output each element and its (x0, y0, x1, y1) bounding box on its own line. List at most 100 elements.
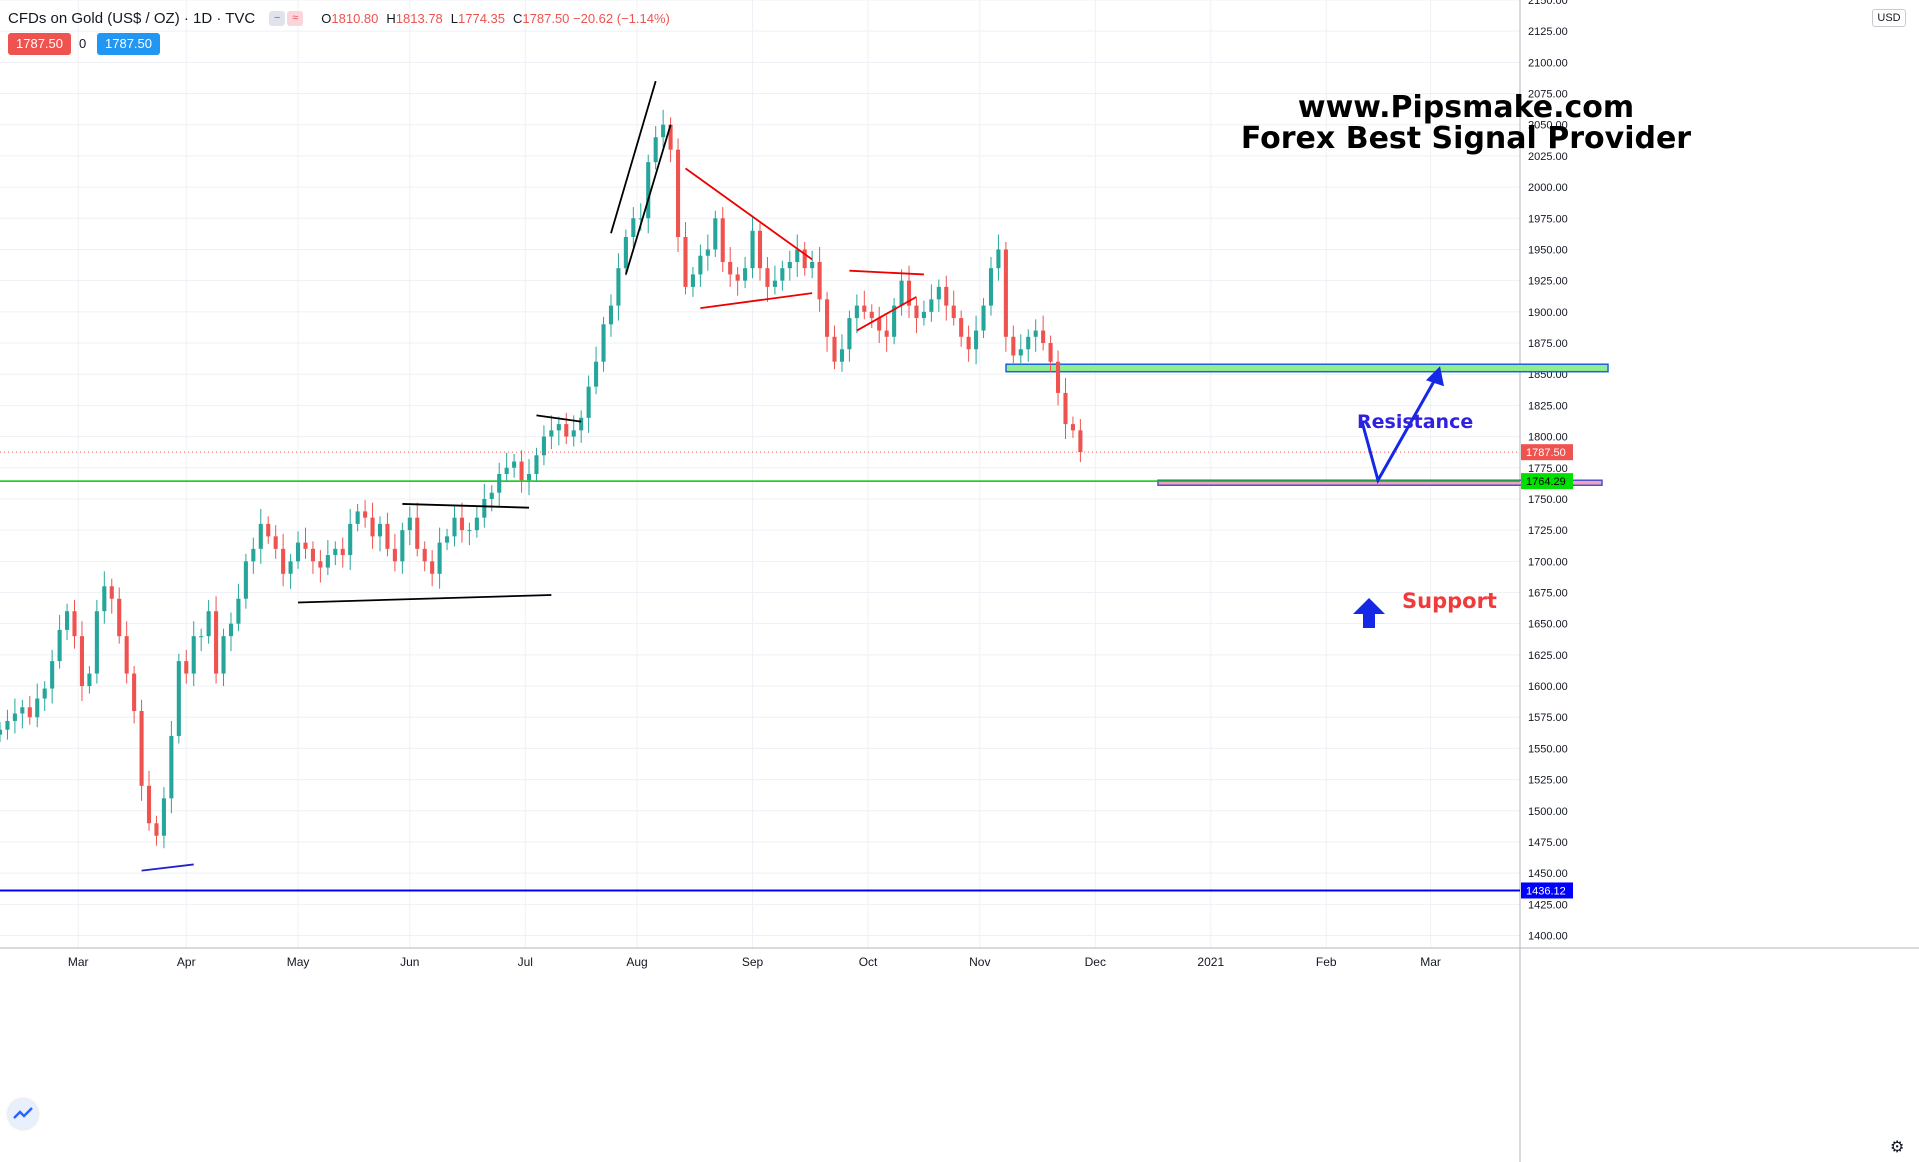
candle-body (303, 542, 308, 549)
candle-body (5, 720, 10, 730)
trendline (849, 269, 924, 276)
y-tick-label: 1975.00 (1528, 213, 1568, 225)
y-tick-label: 1400.00 (1528, 931, 1568, 943)
candle-body (683, 237, 688, 287)
candle-body (474, 517, 479, 531)
candle-body (944, 286, 949, 306)
candle-body (392, 548, 397, 562)
y-tick-label: 2125.00 (1528, 26, 1568, 38)
candle-body (0, 729, 3, 735)
spread-value: 0 (79, 36, 87, 51)
candle-body (266, 523, 271, 537)
candle-body (117, 598, 122, 637)
candle-body (35, 698, 40, 718)
candle-body (1041, 330, 1046, 344)
candle-body (482, 498, 487, 518)
y-tick-label: 2050.00 (1528, 120, 1568, 132)
candle-body (616, 268, 621, 306)
candle-body (154, 823, 159, 836)
candle-body (407, 517, 412, 531)
candle-body (281, 548, 286, 574)
candle-body (161, 798, 166, 836)
candle-body (638, 218, 643, 220)
candle-body (571, 430, 576, 437)
candle-body (273, 536, 278, 549)
candle-body (184, 661, 189, 674)
x-tick-label: Nov (969, 955, 990, 969)
x-tick-label: Mar (68, 955, 89, 969)
trendline (856, 296, 917, 332)
candle-body (862, 305, 867, 312)
x-tick-label: Apr (177, 955, 196, 969)
ask-price-button[interactable]: 1787.50 (97, 33, 160, 55)
y-tick-label: 2000.00 (1528, 182, 1568, 194)
x-tick-label: 2021 (1197, 955, 1224, 969)
candle-body (139, 711, 144, 786)
candle-body (146, 785, 152, 824)
candle-body (810, 261, 815, 269)
support-price-tag: 1764.29 (1526, 476, 1566, 488)
candle-body (214, 611, 219, 674)
candle-body (720, 218, 725, 262)
candle-body (228, 623, 234, 637)
minus-icon[interactable]: − (269, 10, 286, 26)
candle-body (646, 162, 651, 219)
currency-label[interactable]: USD (1872, 9, 1906, 27)
y-tick-label: 1475.00 (1528, 837, 1568, 849)
candle-body (206, 611, 211, 637)
y-tick-label: 1875.00 (1528, 338, 1568, 350)
x-tick-label: Dec (1085, 955, 1106, 969)
candle-body (459, 517, 465, 531)
candle-body (1063, 392, 1068, 425)
low-price-tag: 1436.12 (1526, 885, 1566, 897)
candle-body (288, 561, 293, 574)
candle-body (87, 673, 92, 687)
candle-body (959, 318, 964, 337)
support-zone (1157, 479, 1603, 486)
trendline (625, 124, 672, 275)
y-tick-label: 1675.00 (1528, 588, 1568, 600)
candle-body (176, 661, 181, 736)
candle-body (79, 636, 85, 687)
candle-body (355, 511, 360, 524)
y-tick-label: 1900.00 (1528, 307, 1568, 319)
candle-body (631, 218, 636, 237)
candle-body (892, 305, 897, 337)
y-tick-label: 1775.00 (1528, 463, 1568, 475)
y-tick-label: 1725.00 (1528, 525, 1568, 537)
y-tick-label: 1700.00 (1528, 556, 1568, 568)
y-tick-label: 2075.00 (1528, 89, 1568, 101)
watermark-line1: www.Pipsmake.com (1298, 90, 1634, 125)
candle-body (735, 274, 740, 281)
candle-body (191, 636, 196, 674)
candle-body (586, 386, 591, 418)
symbol-title[interactable]: CFDs on Gold (US$ / OZ) · 1D · TVC (8, 9, 256, 27)
candle-body (1033, 330, 1038, 337)
candle-body (132, 673, 137, 711)
candle-body (757, 230, 763, 269)
y-tick-label: 1750.00 (1528, 494, 1568, 506)
candle-body (795, 249, 800, 262)
candle-body (109, 586, 114, 599)
candle-body (221, 636, 226, 674)
bid-price-button[interactable]: 1787.50 (8, 33, 71, 55)
y-tick-label: 1425.00 (1528, 899, 1568, 911)
candle-body (653, 137, 658, 163)
wave-icon[interactable]: ≈ (287, 10, 304, 26)
gear-icon[interactable]: ⚙ (1890, 1137, 1905, 1156)
candle-body (787, 261, 792, 269)
candle-body (519, 461, 524, 481)
compare-toggle[interactable]: − ≈ (269, 10, 304, 26)
y-tick-label: 1825.00 (1528, 400, 1568, 412)
candle-body (780, 268, 785, 281)
tradingview-logo-icon[interactable] (8, 1099, 38, 1129)
candle-body (661, 124, 666, 138)
ohlc-low: L1774.35 (450, 10, 506, 26)
candle-body (20, 707, 25, 714)
candle-body (489, 492, 494, 499)
candle-body (258, 523, 263, 549)
candle-body (988, 268, 994, 306)
y-tick-label: 2025.00 (1528, 151, 1568, 163)
